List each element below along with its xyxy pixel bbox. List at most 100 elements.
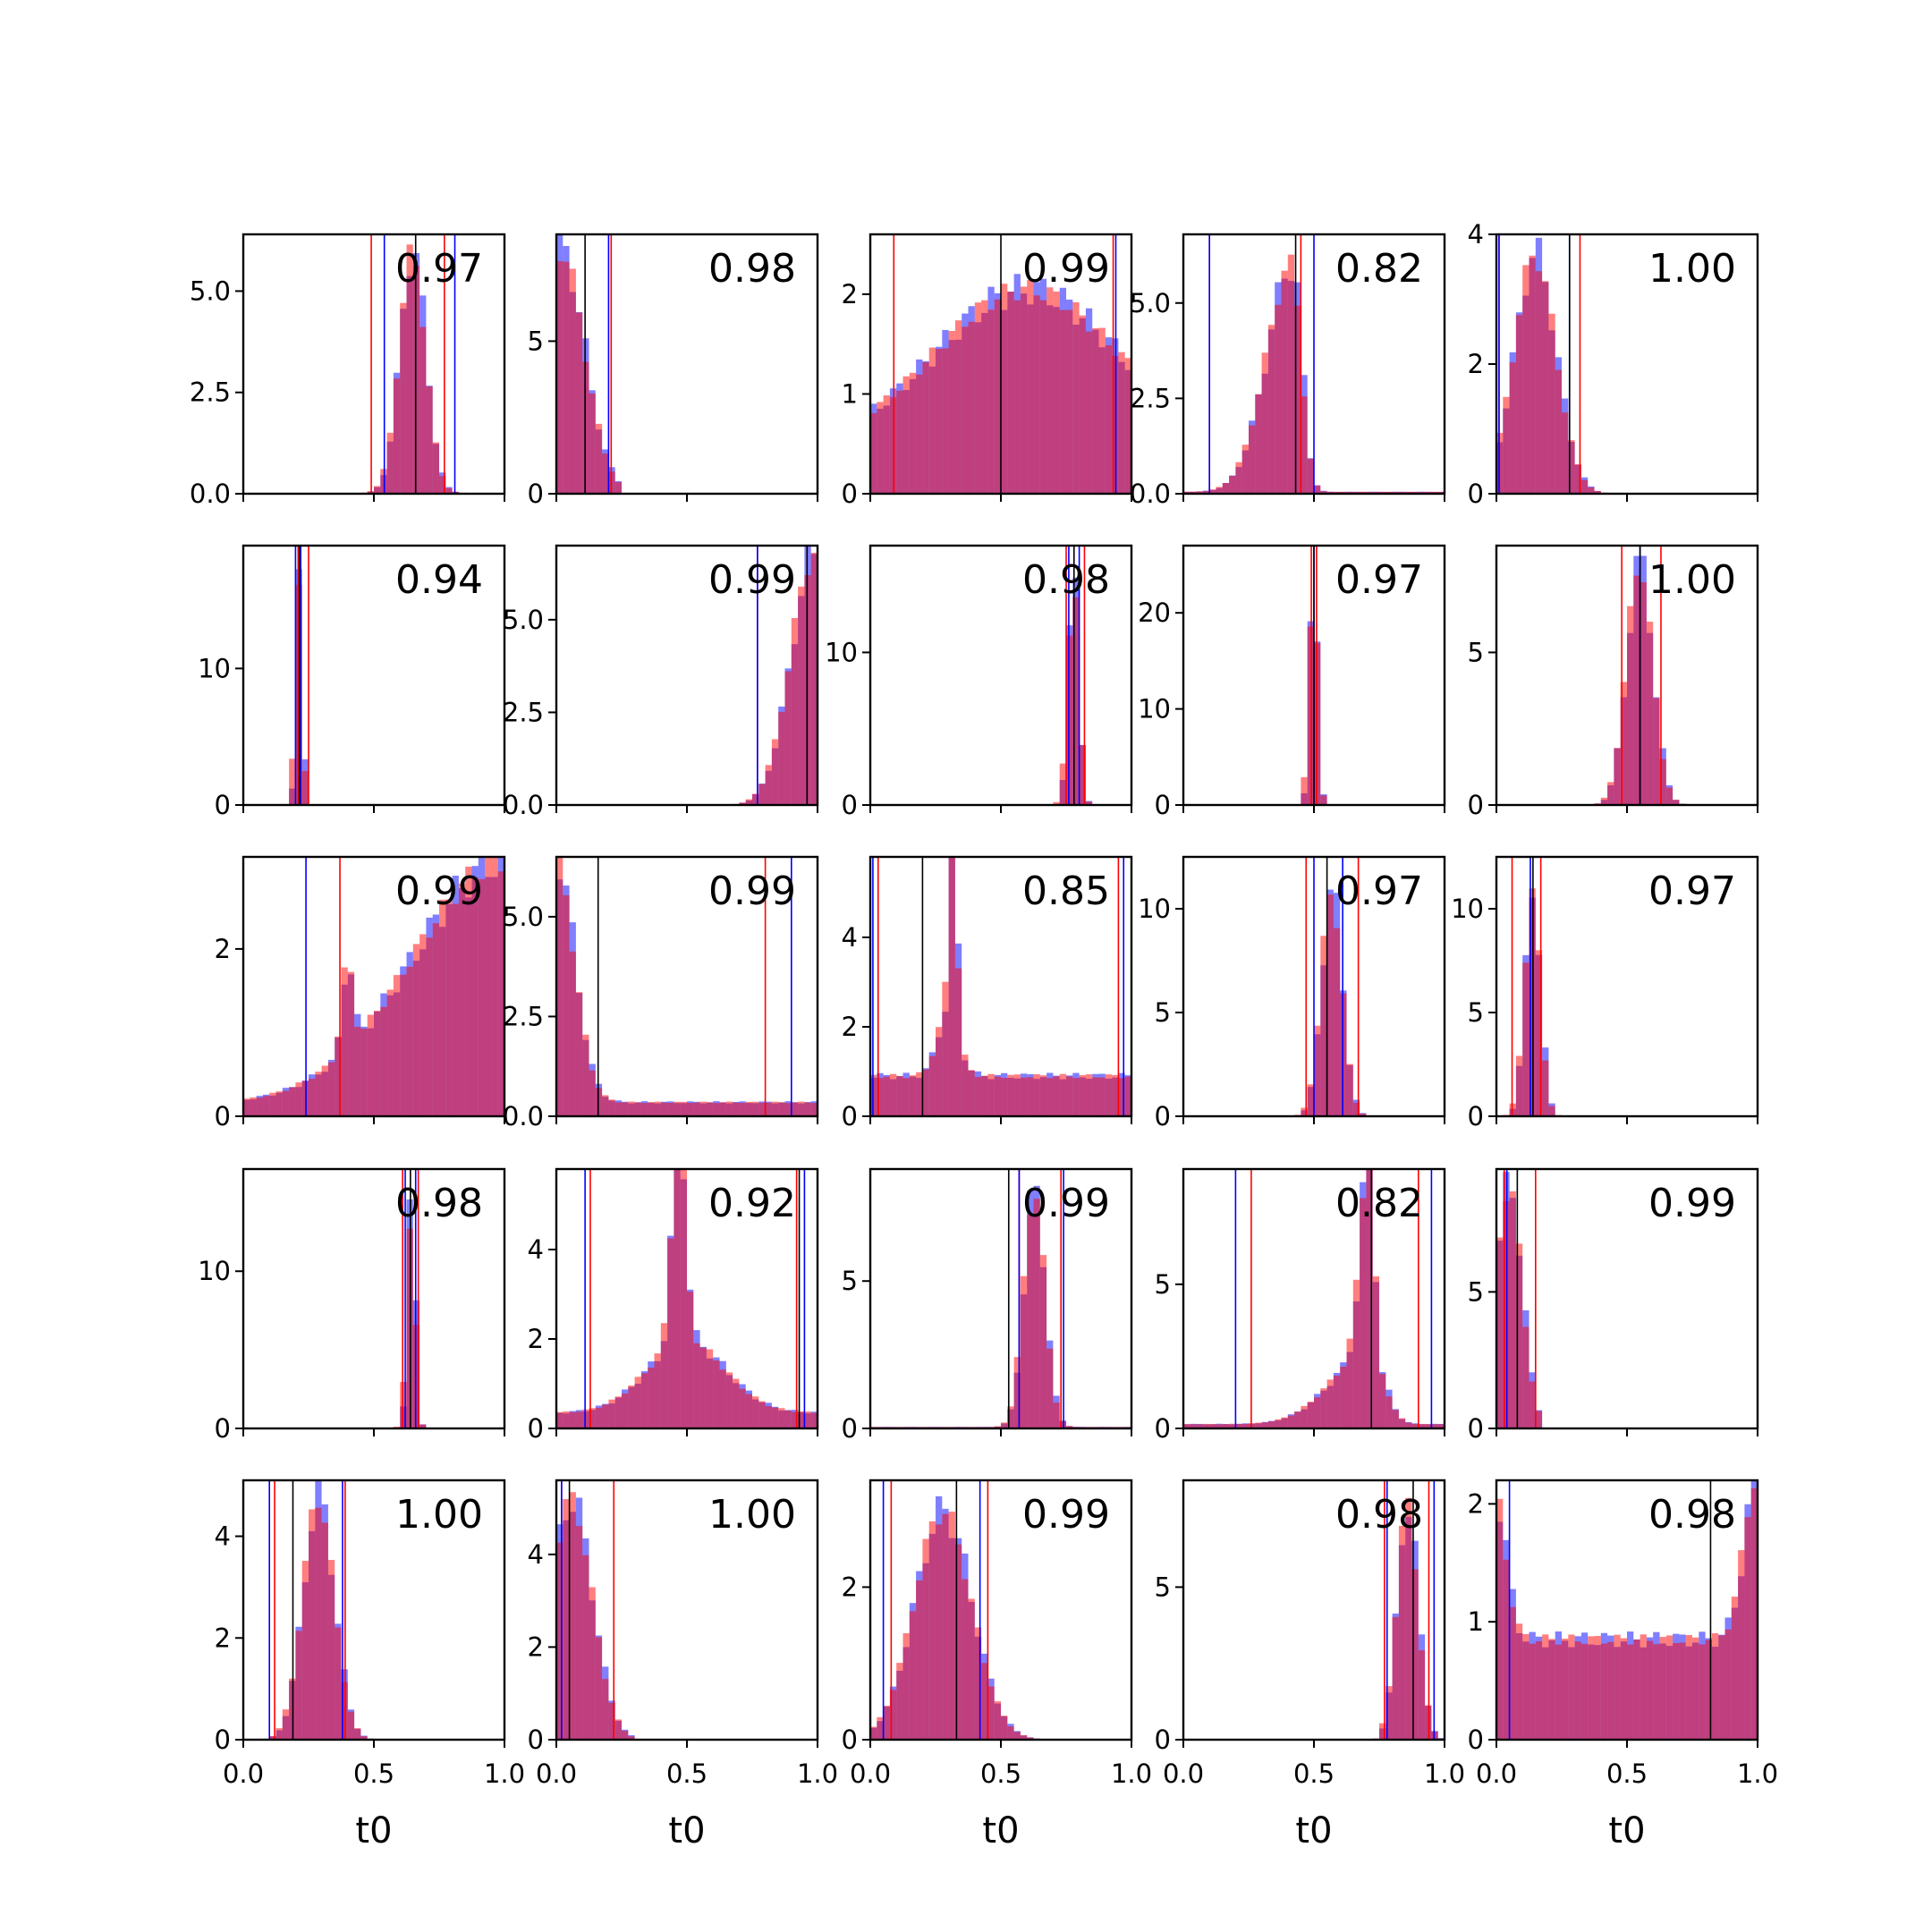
y-tick-label: 2 bbox=[1468, 1488, 1484, 1519]
hist-bar-red bbox=[602, 1095, 609, 1116]
hist-bar-red bbox=[622, 1731, 629, 1740]
hist-bar-red bbox=[1039, 300, 1047, 494]
hist-bar-red bbox=[667, 1103, 674, 1116]
hist-bar-red bbox=[1027, 1077, 1034, 1116]
hist-bar-red bbox=[981, 1663, 988, 1740]
hist-bar-red bbox=[1053, 1076, 1060, 1116]
hist-bar-red bbox=[916, 1072, 923, 1116]
hist-bar-red bbox=[771, 739, 779, 805]
panel-1: 0.0 2.5 5.0 0.97 bbox=[190, 233, 506, 509]
y-tick-label: 0 bbox=[1468, 1101, 1484, 1131]
hist-bar-red bbox=[902, 1632, 910, 1740]
hist-bar-red bbox=[608, 1099, 615, 1116]
panel-score: 0.99 bbox=[1648, 1181, 1736, 1226]
hist-bar-red bbox=[1007, 291, 1014, 494]
hist-bar-red bbox=[1046, 1078, 1054, 1116]
hist-bar-red bbox=[1307, 458, 1314, 494]
hist-bar-red bbox=[321, 1522, 328, 1740]
hist-bar-red bbox=[309, 1079, 316, 1116]
hist-bar-red bbox=[1562, 412, 1569, 494]
hist-bar-red bbox=[902, 376, 910, 494]
hist-bar-red bbox=[1515, 1243, 1523, 1428]
hist-bar-red bbox=[432, 923, 439, 1116]
hist-bar-red bbox=[419, 934, 427, 1116]
hist-bar-red bbox=[1092, 327, 1099, 494]
y-tick-label: 0 bbox=[1468, 790, 1484, 820]
y-tick-label: 10 bbox=[1138, 894, 1171, 924]
hist-bar-red bbox=[301, 1561, 309, 1740]
hist-bar-red bbox=[739, 1103, 746, 1116]
hist-bar-red bbox=[640, 1103, 648, 1116]
hist-bar-red bbox=[1535, 1411, 1543, 1428]
y-tick-label: 4 bbox=[528, 1234, 544, 1265]
y-tick-label: 0.0 bbox=[190, 479, 231, 509]
hist-bar-red bbox=[439, 899, 446, 1116]
y-tick-label: 0.0 bbox=[503, 790, 544, 820]
hist-bar-red bbox=[1646, 622, 1654, 805]
hist-bar-red bbox=[1222, 483, 1230, 494]
hist-bar-red bbox=[1385, 1686, 1393, 1740]
hist-bar-red bbox=[1079, 745, 1086, 805]
y-tick-label: 2 bbox=[528, 1631, 544, 1662]
hist-bar-red bbox=[569, 1492, 576, 1740]
hist-bar-red bbox=[687, 1292, 694, 1428]
hist-bar-red bbox=[798, 1411, 805, 1428]
hist-bar-red bbox=[1568, 1634, 1575, 1740]
panel-18: 050.99 bbox=[842, 1167, 1133, 1444]
hist-bar-red bbox=[1431, 1424, 1438, 1428]
y-tick-label: 0 bbox=[528, 1413, 544, 1444]
hist-bar-red bbox=[1059, 309, 1066, 494]
hist-bar-red bbox=[1646, 1640, 1654, 1740]
hist-bar-red bbox=[1522, 1326, 1530, 1428]
y-tick-label: 0 bbox=[1468, 479, 1484, 509]
hist-bar-red bbox=[648, 1367, 655, 1428]
hist-bar-red bbox=[987, 1073, 995, 1116]
hist-bar-red bbox=[1046, 287, 1054, 494]
hist-bar-red bbox=[784, 671, 792, 805]
y-tick-label: 0 bbox=[842, 1101, 858, 1131]
panel-11: 020.99 bbox=[215, 855, 506, 1131]
hist-bar-red bbox=[909, 1611, 917, 1740]
hist-bar-red bbox=[628, 1101, 635, 1116]
hist-bar-red bbox=[1509, 362, 1516, 494]
hist-bar-red bbox=[1046, 1348, 1054, 1428]
hist-bar-red bbox=[1066, 309, 1073, 494]
hist-bar-red bbox=[295, 1082, 302, 1116]
hist-bar-red bbox=[327, 1062, 335, 1116]
hist-bar-red bbox=[928, 1521, 936, 1740]
hist-bar-red bbox=[810, 1103, 818, 1116]
hist-bar-red bbox=[713, 1103, 720, 1116]
hist-bar-red bbox=[936, 349, 943, 494]
panel-score: 0.94 bbox=[395, 557, 483, 603]
hist-bar-red bbox=[771, 1407, 779, 1428]
hist-bar-red bbox=[1085, 1074, 1093, 1116]
hist-bar-red bbox=[758, 784, 766, 805]
hist-bar-red bbox=[1685, 1635, 1692, 1740]
hist-bar-red bbox=[1229, 475, 1236, 494]
hist-bar-red bbox=[648, 1102, 655, 1116]
hist-bar-red bbox=[1633, 1639, 1640, 1740]
hist-bar-red bbox=[1738, 1550, 1745, 1740]
hist-bar-red bbox=[1529, 1381, 1536, 1428]
hist-bar-red bbox=[1385, 1396, 1393, 1428]
hist-bar-red bbox=[582, 1034, 589, 1116]
hist-bar-red bbox=[628, 1385, 635, 1428]
hist-bar-red bbox=[922, 1538, 929, 1740]
hist-bar-red bbox=[347, 1711, 355, 1740]
hist-bar-red bbox=[1594, 490, 1601, 494]
hist-bar-red bbox=[1405, 1422, 1412, 1428]
panel-score: 1.00 bbox=[1648, 557, 1736, 603]
hist-bar-red bbox=[968, 1070, 975, 1116]
panel-15: 0 5 10 0.97 bbox=[1451, 855, 1759, 1131]
hist-bar-red bbox=[1275, 304, 1282, 494]
x-tick-label: 0.5 bbox=[980, 1758, 1021, 1789]
panel-7: 0.0 2.5 5.0 0.99 bbox=[503, 544, 819, 820]
hist-bar-red bbox=[1013, 300, 1021, 494]
hist-bar-red bbox=[942, 981, 949, 1116]
y-tick-label: 0 bbox=[1468, 1413, 1484, 1444]
hist-bar-red bbox=[1209, 489, 1216, 494]
hist-bar-red bbox=[804, 1411, 811, 1428]
hist-bar-red bbox=[1255, 1422, 1262, 1428]
y-tick-label: 5 bbox=[842, 1266, 858, 1296]
hist-bar-red bbox=[680, 1169, 687, 1428]
